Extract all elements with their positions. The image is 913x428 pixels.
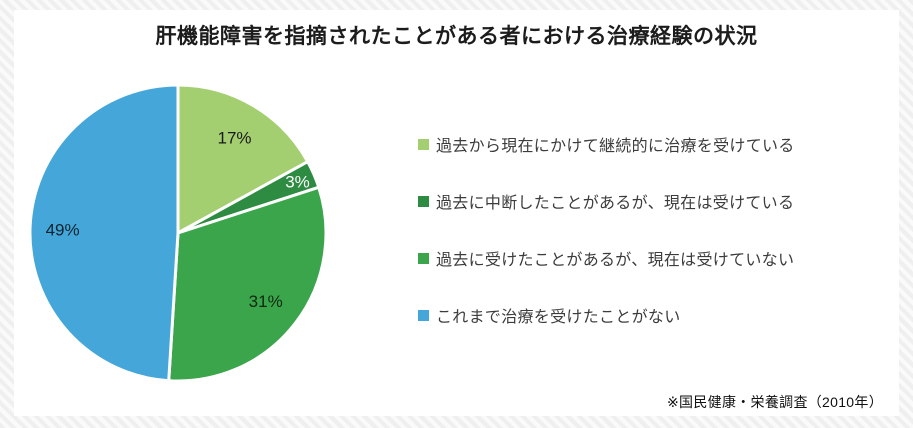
chart-title: 肝機能障害を指摘されたことがある者における治療経験の状況 (155, 25, 758, 48)
legend: 過去から現在にかけて継続的に治療を受けている 過去に中断したことがあるが、現在は… (418, 132, 795, 360)
pie-slice-label: 3% (285, 172, 310, 191)
pie-slice-label: 49% (46, 220, 80, 239)
legend-label: これまで治療を受けたことがない (436, 309, 681, 326)
legend-item: これまで治療を受けたことがない (418, 303, 795, 327)
source-note: ※国民健康・栄養調査（2010年） (667, 394, 883, 410)
legend-item: 過去に受けたことがあるが、現在は受けていない (418, 246, 795, 270)
legend-swatch (418, 195, 429, 207)
pie-slice (167, 185, 328, 383)
legend-swatch (418, 252, 429, 264)
legend-swatch (418, 309, 429, 321)
legend-label: 過去に受けたことがあるが、現在は受けていない (436, 252, 795, 269)
legend-label: 過去から現在にかけて継続的に治療を受けている (436, 138, 795, 155)
legend-swatch (418, 138, 429, 150)
chart-panel: 肝機能障害を指摘されたことがある者における治療経験の状況 17% 3% 31% 49%… (14, 10, 899, 416)
legend-item: 過去に中断したことがあるが、現在は受けている (418, 189, 795, 213)
pie-slice-label: 31% (249, 292, 283, 311)
pie-slice (28, 83, 180, 383)
pie-slice-label: 17% (217, 129, 251, 148)
legend-item: 過去から現在にかけて継続的に治療を受けている (418, 132, 795, 156)
pie-slice (176, 83, 310, 235)
legend-label: 過去に中断したことがあるが、現在は受けている (436, 195, 795, 212)
pie-chart: 17% 3% 31% 49% (28, 83, 328, 383)
